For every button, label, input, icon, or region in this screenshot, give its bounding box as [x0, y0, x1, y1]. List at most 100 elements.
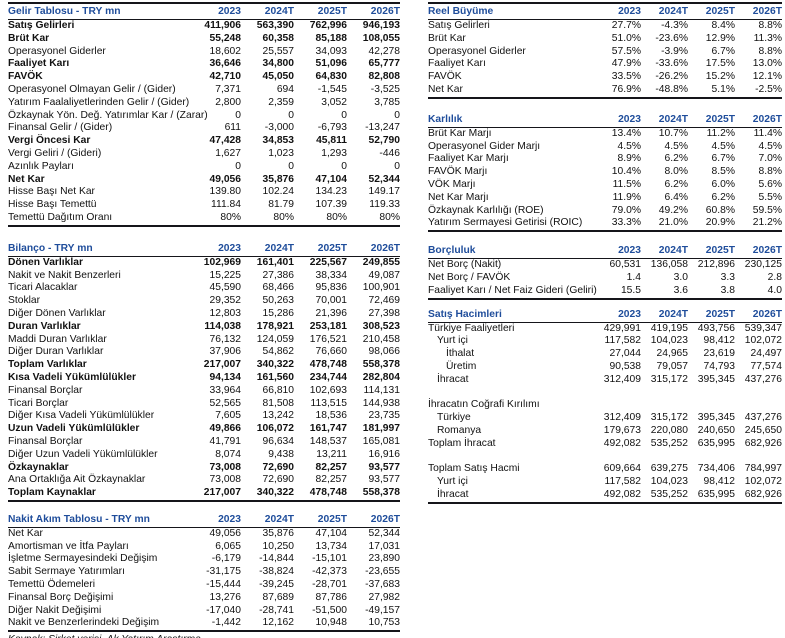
table-row: Satış Gelirleri 411,906 563,390 762,996 946,…: [8, 20, 400, 33]
cell-value: 4.5%: [758, 140, 782, 152]
row-label: Duran Varlıklar: [8, 320, 81, 332]
row-label: Sabit Sermaye Yatırımları: [8, 566, 125, 578]
row-label: Türkiye: [437, 412, 471, 424]
cell-value: 27,982: [368, 591, 401, 603]
cell-value: 108,055: [362, 32, 400, 44]
cell-value: 6.0%: [711, 178, 735, 190]
row-label: Finansal Borçlar: [8, 384, 83, 396]
cell-value: 60.8%: [705, 204, 735, 216]
cell-value: 312,409: [603, 373, 641, 385]
cell-value: 784,997: [744, 463, 782, 475]
table-row: Satış Gelirleri 27.7% -4.3% 8.4% 8.8%: [428, 20, 782, 33]
column-header: 2025T: [705, 6, 735, 17]
cell-value: 11.5%: [612, 178, 641, 190]
table-row: Operasyonel Olmayan Gelir / (Gider) 7,371…: [8, 84, 400, 97]
table-row: Stoklar 29,352 50,263 70,001 72,469: [8, 295, 400, 308]
cell-value: 8,074: [215, 448, 241, 460]
cell-value: 81.79: [268, 199, 294, 211]
table-row: İşletme Sermayesindeki Değişim -6,179 -14,…: [8, 553, 400, 566]
row-label: Uzun Vadeli Yükümlülükler: [8, 423, 140, 435]
cell-value: -37,683: [365, 579, 400, 591]
cell-value: 315,172: [650, 412, 688, 424]
cell-value: 107.39: [315, 199, 348, 211]
column-header: 2023: [618, 113, 641, 125]
table-row: Net Kar 49,056 35,876 47,104 52,344: [8, 174, 400, 187]
cell-value: 18,536: [315, 410, 348, 422]
table-row: Üretim 90,538 79,057 74,793 77,574: [428, 361, 782, 374]
cell-value: -3,525: [370, 83, 400, 95]
cell-value: 77,574: [750, 360, 783, 372]
row-label: Özkaynaklar: [8, 461, 69, 473]
cell-value: 80%: [220, 211, 241, 223]
cell-value: 95,836: [315, 282, 348, 294]
cell-value: 0: [288, 109, 294, 121]
table-row: İhracatın Coğrafi Kırılımı: [428, 399, 782, 412]
table-row: Net Borç / FAVÖK 1.4 3.0 3.3 2.8: [428, 272, 782, 285]
cell-value: 114,131: [363, 384, 400, 396]
row-label: Romanya: [437, 424, 482, 436]
column-header: 2025T: [705, 113, 735, 125]
cell-value: 27,398: [368, 307, 401, 319]
row-label: Toplam Satış Hacmi: [428, 463, 520, 475]
cell-value: 10,753: [368, 617, 401, 629]
cell-value: 49,087: [368, 269, 401, 281]
cell-value: 609,664: [603, 463, 641, 475]
cell-value: 4.5%: [711, 140, 735, 152]
cell-value: 2.8: [767, 271, 782, 283]
cell-value: 0: [288, 160, 294, 172]
cell-value: 54,862: [262, 346, 295, 358]
cell-value: 11.9%: [612, 191, 641, 203]
cell-value: 478,748: [309, 487, 347, 499]
cell-value: 212,896: [697, 259, 735, 271]
cell-value: 45,590: [209, 282, 242, 294]
cell-value: 139.80: [209, 186, 242, 198]
row-label: Net Kar Marjı: [428, 191, 489, 203]
cell-value: 47,104: [315, 527, 348, 539]
column-header: 2026T: [752, 245, 782, 257]
row-label: Türkiye Faaliyetleri: [428, 322, 515, 334]
cell-value: 15,225: [209, 269, 242, 281]
table-row: İhracat 312,409 315,172 395,345 437,276: [428, 374, 782, 387]
cell-value: 21.2%: [752, 217, 782, 229]
row-label: Özkaynak Karlılığı (ROE): [428, 204, 544, 216]
table-row: Duran Varlıklar 114,038 178,921 253,181 308,…: [8, 321, 400, 334]
table-row: Türkiye Faaliyetleri 429,991 419,195 493,75…: [428, 323, 782, 336]
column-header: 2024T: [264, 242, 294, 254]
cell-value: 0: [235, 160, 241, 172]
cell-value: -2.5%: [755, 83, 782, 95]
cell-value: 179,673: [603, 424, 641, 436]
row-label: Faaliyet Karı / Net Faiz Gideri (Geliri): [428, 284, 597, 296]
sales-volumes-table: Satış Hacimleri 2023 2024T 2025T 2026T Türkiy…: [428, 307, 782, 504]
column-header: 2024T: [658, 245, 688, 257]
column-header: 2023: [618, 245, 641, 257]
row-label: Brüt Kar Marjı: [428, 127, 492, 139]
row-label: Net Kar: [8, 527, 43, 539]
cell-value: 3.6: [673, 284, 688, 296]
source-note: Kaynak: Şirket verisi, Ak Yatırım Araştı…: [8, 634, 400, 638]
cell-value: 15,286: [262, 307, 295, 319]
table-row: Operasyonel Gider Marjı 4.5% 4.5% 4.5% 4.5%: [428, 141, 782, 154]
cell-value: 102,072: [744, 335, 782, 347]
table-row: Uzun Vadeli Yükümlülükler 49,866 106,072 16…: [8, 423, 400, 436]
row-label: FAVÖK: [8, 71, 43, 83]
cell-value: 2,359: [268, 96, 294, 108]
cell-value: 34,093: [315, 45, 348, 57]
table-row: Net Borç (Nakit) 60,531 136,058 212,896 230,…: [428, 259, 782, 272]
table-row: Diğer Kısa Vadeli Yükümlülükler 7,605 13,2…: [8, 410, 400, 423]
cell-value: 492,082: [603, 437, 641, 449]
cell-value: 5.6%: [758, 178, 782, 190]
cell-value: 93,577: [368, 461, 401, 473]
table-header-row: Reel Büyüme 2023 2024T 2025T 2026T: [428, 4, 782, 20]
cell-value: 47.9%: [611, 58, 641, 70]
cell-value: 478,748: [309, 359, 347, 371]
cell-value: 59.5%: [752, 204, 782, 216]
cell-value: 38,334: [315, 269, 348, 281]
row-label: Diğer Kısa Vadeli Yükümlülükler: [8, 410, 155, 422]
table-row: Özkaynak Yön. Değ. Yatırımlar Kar / (Zar…: [8, 110, 400, 123]
table-header-row: Karlılık 2023 2024T 2025T 2026T: [428, 112, 782, 128]
cell-value: 42,278: [368, 45, 401, 57]
column-header: 2026T: [370, 6, 400, 17]
cell-value: 4.5%: [617, 140, 641, 152]
table-row: Hisse Başı Temettü 111.84 81.79 107.39 119.3…: [8, 199, 400, 212]
cell-value: 49,866: [209, 423, 242, 435]
